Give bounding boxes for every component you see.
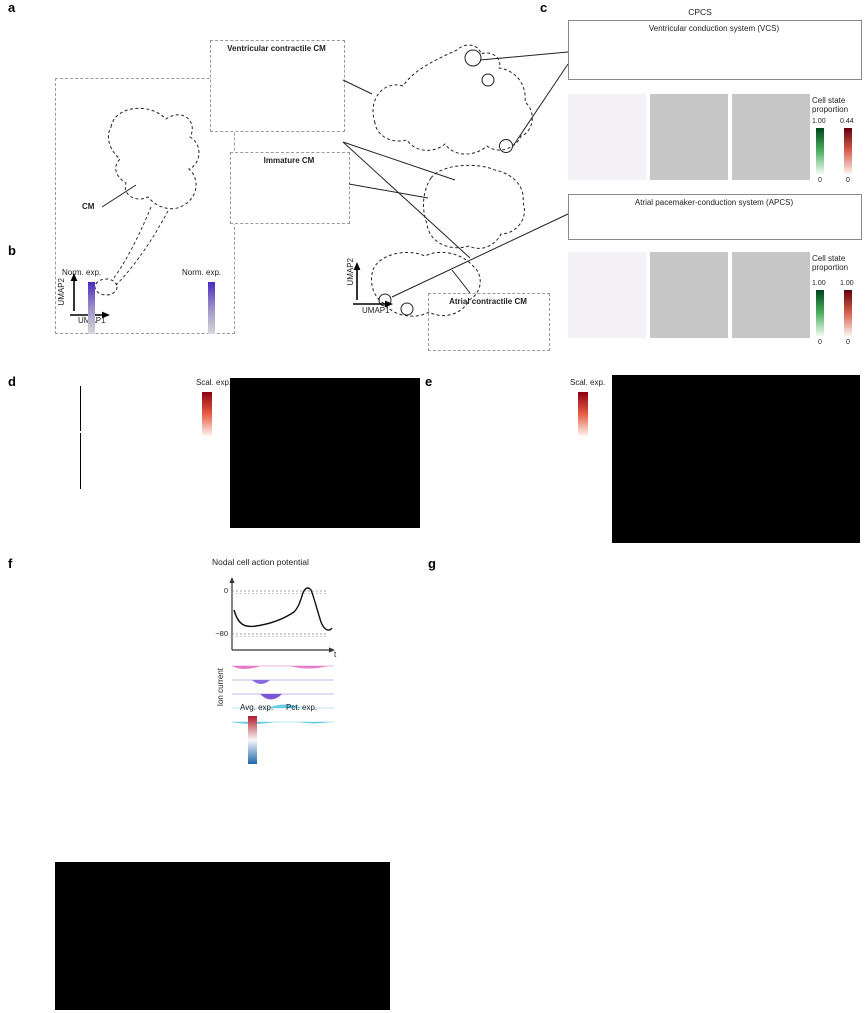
panel-e-scale-colorbar: [578, 392, 588, 436]
panel-c-label: c: [540, 0, 548, 15]
fine-umap-plot: [353, 44, 533, 317]
panel-a-callout-lines: [342, 51, 569, 298]
cell-state-proportion-label-1: Cell state proportion: [812, 96, 849, 115]
panel-f-spatial-image: [55, 862, 390, 1010]
norm-exp-colorbar-1: [88, 282, 95, 334]
panel-d-scale-colorbar: [202, 392, 212, 436]
apcs-box: [568, 194, 862, 240]
cpcs-title: CPCS: [688, 7, 712, 17]
panel-d-label: d: [8, 374, 16, 389]
ion-current-label: Ion current: [216, 668, 225, 707]
avg-exp-colorbar: [248, 716, 257, 764]
panel-g-label: g: [428, 556, 436, 571]
axon-bracket: [80, 433, 81, 489]
he-overlay-image-vcs: [568, 94, 646, 180]
atrial-cm-box-title: Atrial contractile CM: [449, 297, 527, 306]
green-bar2-max: 1.00: [812, 280, 826, 287]
tf-bracket: [80, 386, 81, 431]
red-bar2-min: 0: [846, 339, 850, 346]
norm-exp-colorbar-2: [208, 282, 215, 334]
avg-exp-label: Avg. exp.: [240, 703, 274, 712]
panel-f-label: f: [8, 556, 13, 571]
coarse-umap-frame: [55, 78, 235, 334]
vcs-box: [568, 20, 862, 80]
red-colorbar-1: [844, 128, 852, 174]
norm-exp-label-2: Norm. exp.: [182, 268, 222, 277]
panel-e-scale-label: Scal. exp.: [570, 378, 606, 387]
red-bar2-max: 1.00: [840, 280, 854, 287]
immature-cm-box-title: Immature CM: [263, 156, 315, 165]
green-colorbar-1: [816, 128, 824, 174]
green-bar1-min: 0: [818, 177, 822, 184]
avb-bb-cm-map-image: [650, 94, 728, 180]
panel-f-dotplot: [148, 560, 214, 810]
san-cm-map-image: [650, 252, 728, 338]
ap-zero-tick: 0: [223, 586, 228, 595]
ap-plot-title: Nodal cell action potential: [212, 557, 309, 567]
panel-d-scale-label: Scal. exp.: [196, 378, 232, 387]
pct-exp-legend: [290, 714, 340, 770]
green-bar2-min: 0: [818, 339, 822, 346]
ap-plot: [229, 577, 335, 653]
panel-a-label: a: [8, 0, 16, 15]
ap-time-label: t: [334, 650, 337, 659]
coarse-umap-plot: [70, 107, 200, 319]
red-bar1-max: 0.44: [840, 118, 854, 125]
red-bar1-min: 0: [846, 177, 850, 184]
ap-minus80-tick: −80: [215, 629, 228, 638]
he-overlay-image-apcs: [568, 252, 646, 338]
pct-exp-label: Pct. exp.: [286, 703, 318, 712]
fine-umap1-axis-label: UMAP1: [362, 306, 390, 315]
panel-e-spatial-image: [612, 375, 860, 543]
immature-cm-box: [230, 152, 350, 224]
norm-exp-label-1: Norm. exp.: [62, 268, 102, 277]
vcs-box-title: Ventricular conduction system (VCS): [648, 24, 780, 33]
ventricular-cm-box-title: Ventricular contractile CM: [227, 44, 326, 53]
ventricular-cm-box: [210, 40, 345, 132]
panel-d-spatial-image: [230, 378, 420, 528]
panel-b-label: b: [8, 243, 16, 258]
pf-cm-map-image: [732, 94, 810, 180]
cell-state-proportion-label-2: Cell state proportion: [812, 254, 849, 273]
apcs-box-title: Atrial pacemaker-conduction system (APCS…: [634, 198, 794, 207]
green-bar1-max: 1.00: [812, 118, 826, 125]
cm-cluster-label: CM: [82, 202, 95, 211]
panel-e-label: e: [425, 374, 433, 389]
avn-cm-map-image: [732, 252, 810, 338]
atrial-cm-box: [428, 293, 550, 351]
grn-network: [428, 558, 865, 984]
red-colorbar-2: [844, 290, 852, 336]
green-colorbar-2: [816, 290, 824, 336]
